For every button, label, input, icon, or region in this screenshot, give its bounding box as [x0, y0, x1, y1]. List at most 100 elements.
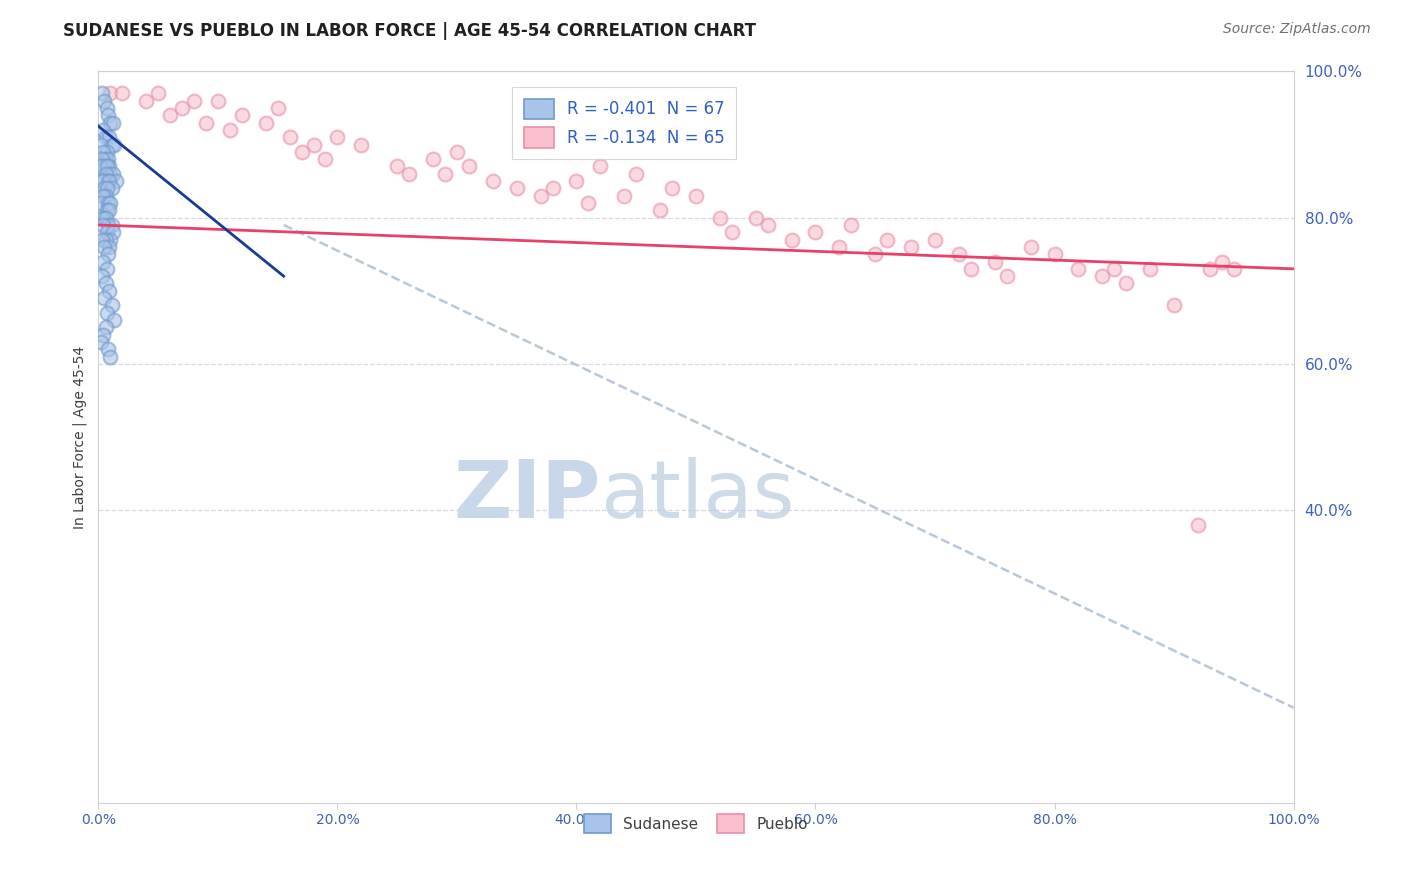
Point — [1211, 254, 1233, 268]
Point — [94, 130, 117, 145]
Point — [302, 137, 325, 152]
Point — [148, 87, 170, 101]
Point — [103, 137, 125, 152]
Point — [326, 130, 349, 145]
Point — [111, 87, 134, 101]
Point — [1187, 517, 1209, 532]
Point — [745, 211, 768, 225]
Point — [96, 261, 118, 276]
Point — [96, 203, 118, 218]
Point — [101, 225, 124, 239]
Point — [278, 130, 301, 145]
Point — [841, 218, 863, 232]
Point — [98, 233, 122, 247]
Point — [995, 269, 1018, 284]
Point — [1139, 261, 1161, 276]
Point — [94, 211, 117, 225]
Point — [780, 233, 803, 247]
Point — [626, 167, 648, 181]
Point — [100, 218, 122, 232]
Point — [98, 350, 122, 364]
Point — [385, 160, 409, 174]
Point — [159, 108, 181, 122]
Point — [91, 145, 114, 159]
Point — [434, 167, 457, 181]
Point — [804, 225, 827, 239]
Text: Source: ZipAtlas.com: Source: ZipAtlas.com — [1223, 22, 1371, 37]
Point — [231, 108, 253, 122]
Point — [219, 123, 242, 137]
Point — [1104, 261, 1126, 276]
Point — [101, 167, 124, 181]
Point — [96, 225, 118, 239]
Point — [93, 211, 115, 225]
Point — [91, 87, 114, 101]
Point — [1223, 261, 1246, 276]
Point — [98, 240, 121, 254]
Point — [100, 137, 122, 152]
Point — [291, 145, 314, 159]
Point — [207, 94, 229, 108]
Point — [94, 320, 117, 334]
Point — [661, 181, 683, 195]
Point — [91, 233, 114, 247]
Point — [97, 174, 120, 188]
Point — [98, 203, 121, 218]
Point — [315, 152, 337, 166]
Point — [506, 181, 529, 195]
Point — [960, 261, 983, 276]
Point — [900, 240, 922, 254]
Point — [94, 188, 117, 202]
Point — [97, 218, 120, 232]
Point — [97, 247, 120, 261]
Point — [135, 94, 157, 108]
Point — [94, 167, 117, 181]
Point — [91, 174, 114, 188]
Point — [98, 174, 121, 188]
Point — [589, 160, 612, 174]
Point — [90, 196, 112, 211]
Point — [91, 123, 114, 137]
Point — [1019, 240, 1042, 254]
Point — [96, 306, 118, 320]
Point — [93, 94, 115, 108]
Point — [90, 334, 112, 349]
Point — [541, 181, 564, 195]
Point — [89, 160, 111, 174]
Point — [91, 174, 114, 188]
Point — [422, 152, 444, 166]
Point — [756, 218, 779, 232]
Point — [924, 233, 946, 247]
Point — [97, 152, 120, 166]
Point — [721, 225, 744, 239]
Point — [93, 181, 115, 195]
Point — [183, 94, 205, 108]
Point — [865, 247, 887, 261]
Point — [98, 160, 121, 174]
Point — [105, 174, 128, 188]
Point — [1163, 298, 1185, 312]
Point — [96, 181, 118, 195]
Point — [96, 160, 118, 174]
Point — [90, 137, 112, 152]
Text: ZIP: ZIP — [453, 457, 600, 534]
Point — [98, 196, 122, 211]
Point — [91, 211, 114, 225]
Point — [97, 343, 120, 357]
Point — [91, 327, 114, 342]
Point — [91, 152, 114, 166]
Point — [195, 115, 218, 129]
Point — [530, 188, 553, 202]
Point — [93, 291, 115, 305]
Point — [97, 108, 120, 122]
Point — [94, 277, 117, 291]
Point — [91, 218, 114, 232]
Point — [984, 254, 1007, 268]
Point — [254, 115, 277, 129]
Point — [98, 130, 121, 145]
Point — [648, 203, 672, 218]
Point — [565, 174, 588, 188]
Point — [100, 298, 122, 312]
Point — [91, 188, 114, 202]
Point — [1043, 247, 1066, 261]
